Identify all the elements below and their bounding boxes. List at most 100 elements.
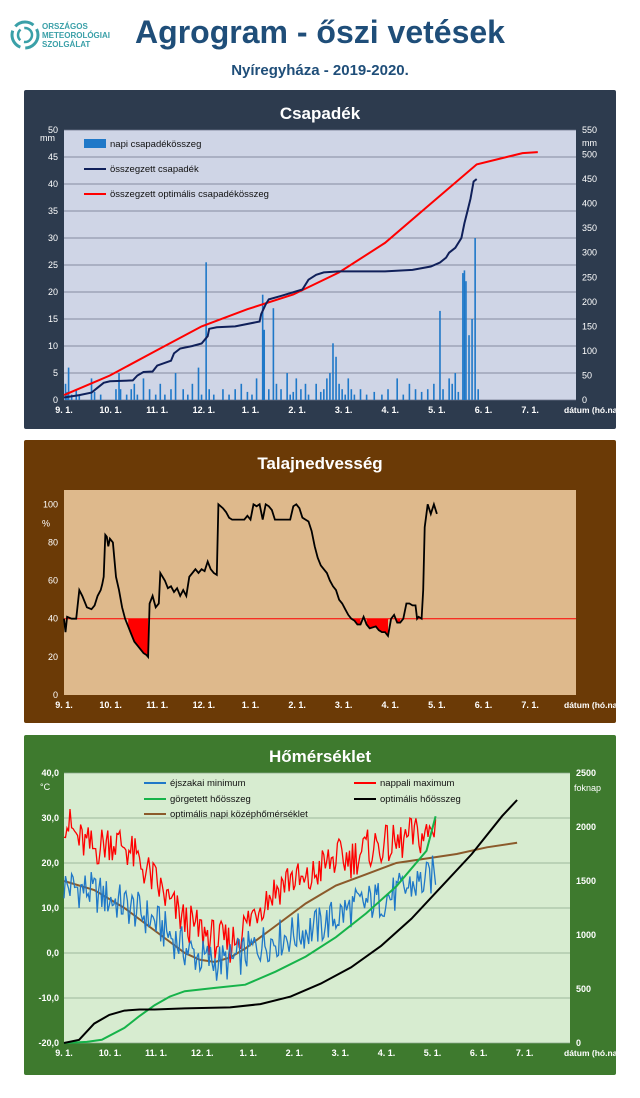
precip-bar [408, 383, 411, 400]
precip-bar [414, 389, 417, 400]
y-tick-label: 45 [48, 152, 58, 162]
precip-bar [125, 394, 128, 400]
precip-bar [335, 356, 337, 400]
precip-bar [477, 389, 479, 400]
y2-tick-label: 100 [582, 346, 597, 356]
x-tick-label: 7. 1. [521, 700, 539, 710]
x-tick-label: 1. 1. [242, 700, 260, 710]
y-tick-label: 35 [48, 206, 58, 216]
x-axis-label: dátum (hó.nap) [564, 700, 616, 710]
precip-bar [359, 389, 362, 400]
x-tick-label: 12. 1. [191, 1048, 214, 1058]
x-tick-label: 5. 1. [424, 1048, 442, 1058]
y-tick-label: -10,0 [38, 993, 59, 1003]
y2-tick-label: 150 [582, 321, 597, 331]
precip-bar [251, 394, 253, 400]
precipitation-panel: Csapadék 0 5 10 15 20 25 30 35 40 45 50 0 50 100 150 20… [24, 90, 616, 429]
precip-bar [78, 394, 81, 400]
y-tick-label: 10 [48, 341, 58, 351]
x-tick-label: 4. 1. [382, 405, 400, 415]
precipitation-chart: 0510152025303540455005010015020025030035… [40, 125, 616, 415]
precip-bar [347, 378, 350, 400]
y2-tick-label: 450 [582, 174, 597, 184]
precip-bar [246, 391, 249, 400]
precip-bar [468, 335, 470, 400]
precip-bar [439, 310, 441, 400]
x-tick-label: 11. 1. [146, 405, 168, 415]
precip-bar [222, 389, 224, 400]
legend-label: nappali maximum [380, 778, 455, 789]
legend-label: optimális hőösszeg [380, 794, 461, 805]
temperature-chart: -20,0 -10,0 0,0 10,0 20,0 30,0 40,0 0 500 1000 150… [38, 768, 616, 1058]
precip-bar [373, 391, 376, 400]
precip-bar [451, 383, 454, 400]
deficit-area [354, 618, 361, 625]
precip-bar [387, 389, 389, 400]
precip-bar [292, 391, 295, 400]
precip-bar [275, 383, 278, 400]
x-tick-label: 1. 1. [242, 405, 260, 415]
deficit-area [397, 618, 401, 623]
precip-bar [142, 378, 145, 400]
logo-line: SZOLGÁLAT [42, 40, 91, 49]
y2-tick-label: 1500 [576, 876, 596, 886]
legend-label: éjszakai minimum [170, 778, 246, 789]
optimal-precip-line [63, 151, 538, 397]
precip-bar [272, 308, 275, 400]
precip-bar [164, 394, 166, 400]
precip-bar [115, 389, 117, 400]
precip-bar [474, 238, 476, 400]
precip-bar [350, 389, 353, 400]
precip-bar [234, 389, 236, 400]
x-tick-label: 2. 1. [286, 1048, 304, 1058]
x-tick-label: 9. 1. [55, 700, 73, 710]
precip-bar [191, 383, 194, 400]
precip-bar [205, 262, 207, 400]
precip-bar [295, 378, 298, 400]
precip-bar [208, 389, 210, 400]
page-title: Agrogram - őszi vetések [135, 14, 505, 50]
precip-bar [463, 270, 466, 400]
x-tick-label: 1. 1. [240, 1048, 258, 1058]
y2-tick-label: 250 [582, 272, 597, 282]
precip-bar [174, 373, 177, 400]
y-tick-label: 40 [48, 614, 58, 624]
precip-bar [465, 281, 467, 400]
legend-label: összegzett csapadék [110, 164, 199, 175]
precip-bar [228, 394, 230, 400]
y-tick-label: -20,0 [38, 1038, 59, 1048]
precip-bar [329, 373, 331, 400]
y2-tick-label: 400 [582, 199, 597, 209]
precip-bar [353, 394, 356, 400]
x-tick-label: 11. 1. [145, 1048, 167, 1058]
x-tick-label: 12. 1. [193, 700, 216, 710]
precip-bar [159, 383, 162, 400]
precip-bar [93, 391, 96, 400]
legend-label: görgetett hőösszeg [170, 794, 251, 805]
soil-moisture-chart-title: Talajnedvesség [257, 454, 383, 473]
min-temp-line [63, 855, 437, 981]
precip-bar [315, 383, 317, 400]
y-tick-label: 20 [48, 287, 58, 297]
precip-bar [344, 394, 347, 400]
precip-bar [200, 394, 203, 400]
precip-bar [341, 389, 343, 400]
optimal-heat-sum-line [63, 799, 518, 1044]
precip-bar [402, 394, 405, 400]
precip-bar [119, 389, 122, 400]
y-tick-label: 20,0 [41, 858, 59, 868]
precip-bar [420, 391, 423, 400]
soil-moisture-line [63, 501, 438, 660]
precip-bar [212, 394, 215, 400]
x-tick-label: 2. 1. [288, 700, 306, 710]
precip-bar [186, 394, 189, 400]
precip-bar [261, 294, 264, 400]
x-tick-label: 4. 1. [382, 700, 400, 710]
cumulative-precip-line [63, 178, 478, 399]
precip-bar [462, 273, 464, 400]
y-tick-label: 20 [48, 652, 58, 662]
y2-tick-label: 500 [582, 150, 597, 160]
y-tick-label: 40,0 [41, 768, 59, 778]
precip-bar [67, 367, 70, 400]
y2-tick-label: 200 [582, 297, 597, 307]
